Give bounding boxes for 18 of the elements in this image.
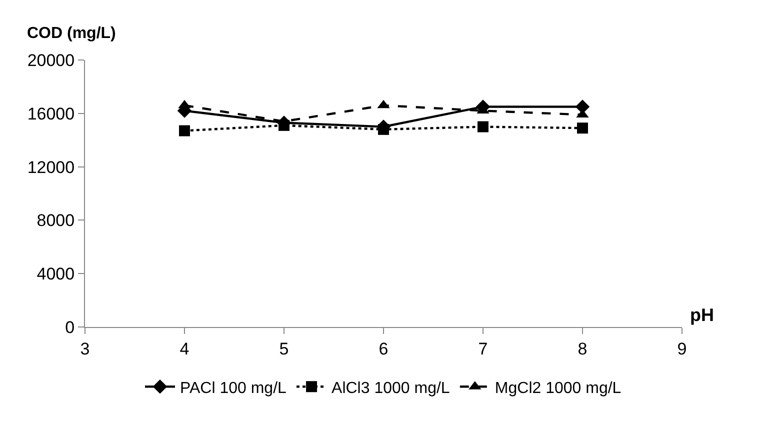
y-tick-label: 8000: [36, 211, 75, 230]
y-tick-label: 20000: [27, 50, 75, 70]
x-tick-label: 9: [677, 339, 687, 358]
x-tick-label: 4: [180, 339, 190, 358]
x-axis-title: pH: [690, 305, 714, 325]
x-tick-label: 7: [478, 339, 488, 358]
legend-label: MgCl2 1000 mg/L: [494, 380, 622, 397]
x-tick-label: 6: [378, 339, 388, 358]
y-axis-title: COD (mg/L): [27, 25, 116, 42]
legend-label: PACl 100 mg/L: [180, 380, 287, 397]
y-tick-label: 12000: [27, 158, 75, 177]
legend-label: AlCl3 1000 mg/L: [332, 380, 450, 397]
y-tick-label: 0: [65, 318, 75, 337]
x-tick-label: 3: [80, 339, 90, 358]
x-tick-label: 8: [578, 339, 588, 358]
x-tick-label: 5: [279, 339, 289, 358]
y-tick-label: 16000: [27, 104, 75, 124]
y-tick-label: 4000: [36, 264, 75, 284]
